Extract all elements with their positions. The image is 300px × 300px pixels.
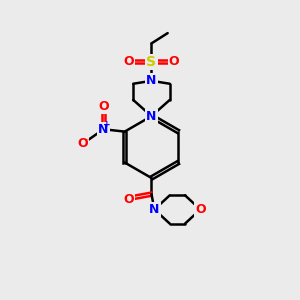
Text: N: N: [146, 110, 157, 123]
Text: N: N: [98, 123, 109, 136]
Text: N: N: [149, 203, 160, 216]
Text: N: N: [146, 74, 157, 87]
Text: ⁻: ⁻: [85, 137, 90, 146]
Text: O: O: [169, 55, 179, 68]
Text: O: O: [78, 136, 88, 150]
Text: +: +: [103, 120, 111, 129]
Text: O: O: [195, 203, 206, 216]
Text: O: O: [124, 55, 134, 68]
Text: O: O: [124, 193, 134, 206]
Text: O: O: [98, 100, 109, 113]
Text: S: S: [146, 55, 157, 69]
